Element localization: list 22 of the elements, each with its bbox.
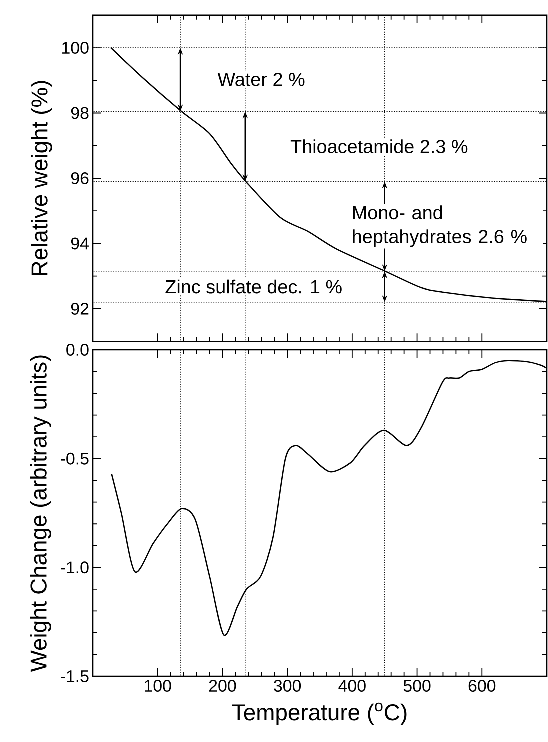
y-tick-label: -0.5 [61,452,89,465]
x-tick-label: 400 [338,680,366,692]
y-axis-title: Relative weight (%) [31,81,52,276]
y-tick-label: -1.5 [61,670,89,682]
y-tick-label: 0.0 [66,344,89,356]
annotation: Mono- and heptahydrates 2.6 % [353,206,527,248]
x-tick-label: 100 [145,680,172,692]
y-tick-label: 100 [62,42,89,54]
y-tick-label: 96 [71,172,89,184]
x-tick-label: 600 [468,680,496,692]
annotation: Zinc sulfate dec. 1 % [166,280,342,294]
annotation: Thioacetamide 2.3 % [290,140,468,154]
y-tick-label: 92 [71,302,89,315]
y-tick-label: -1.0 [61,562,89,574]
x-axis-title: Temperature ($^{o}$C) [232,702,407,726]
y-axis-title: Weight Change (arbitrary units) [30,356,52,672]
y-tick-label: 98 [71,107,89,120]
x-tick-label: 300 [274,680,302,692]
x-tick-label: 200 [209,680,236,692]
x-tick-label: 500 [404,680,431,692]
y-tick-label: 94 [71,238,89,250]
annotation: Water 2 % [218,72,305,86]
